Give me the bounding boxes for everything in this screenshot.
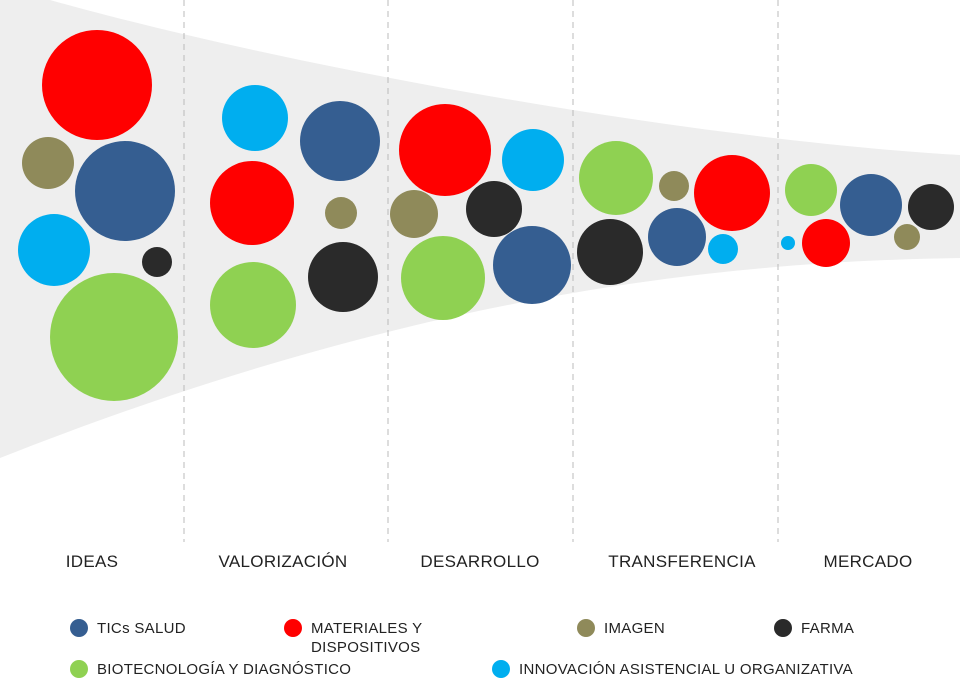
tics-salud-circle — [493, 226, 571, 304]
stage-dividers — [183, 0, 779, 542]
imagen-circle — [894, 224, 920, 250]
legend-label: IMAGEN — [604, 620, 665, 637]
legend-item-biotecnologia: BIOTECNOLOGÍA Y DIAGNÓSTICO — [70, 660, 351, 679]
legend-item-materiales: MATERIALES Y DISPOSITIVOS — [284, 619, 444, 657]
stage-label-desarrollo: DESARROLLO — [420, 552, 540, 571]
biotecnologia-circle — [210, 262, 296, 348]
legend-label: BIOTECNOLOGÍA Y DIAGNÓSTICO — [97, 661, 352, 678]
legend-item-tics-salud: TICs SALUD — [70, 619, 186, 638]
category-circles — [18, 30, 954, 401]
tics-salud-circle — [840, 174, 902, 236]
biotecnologia-circle — [785, 164, 837, 216]
innovacion-circle — [502, 129, 564, 191]
biotecnologia-circle — [401, 236, 485, 320]
innovacion-circle — [18, 214, 90, 286]
materiales-circle — [42, 30, 152, 140]
biotecnologia-circle — [50, 273, 178, 401]
innovacion-swatch — [492, 660, 510, 678]
stage-label-transferencia: TRANSFERENCIA — [608, 552, 756, 571]
innovacion-circle — [708, 234, 738, 264]
stage-label-ideas: IDEAS — [65, 552, 119, 571]
stage-label-mercado: MERCADO — [823, 552, 913, 571]
funnel-diagram — [0, 0, 960, 542]
imagen-circle — [22, 137, 74, 189]
materiales-circle — [802, 219, 850, 267]
legend-item-innovacion: INNOVACIÓN ASISTENCIAL U ORGANIZATIVA — [492, 660, 853, 679]
legend-label: FARMA — [801, 620, 855, 637]
farma-circle — [466, 181, 522, 237]
innovacion-circle — [222, 85, 288, 151]
legend-label: TICs SALUD — [97, 620, 186, 637]
farma-circle — [577, 219, 643, 285]
legend-label: INNOVACIÓN ASISTENCIAL U ORGANIZATIVA — [519, 661, 853, 678]
imagen-circle — [390, 190, 438, 238]
imagen-swatch — [577, 619, 595, 637]
innovacion-circle — [781, 236, 795, 250]
biotecnologia-swatch — [70, 660, 88, 678]
tics-salud-circle — [75, 141, 175, 241]
materiales-circle — [399, 104, 491, 196]
biotecnologia-circle — [579, 141, 653, 215]
legend-label: MATERIALES Y DISPOSITIVOS — [311, 620, 423, 656]
materiales-circle — [210, 161, 294, 245]
farma-circle — [308, 242, 378, 312]
tics-salud-circle — [300, 101, 380, 181]
tics-salud-circle — [648, 208, 706, 266]
farma-circle — [142, 247, 172, 277]
imagen-circle — [325, 197, 357, 229]
materiales-swatch — [284, 619, 302, 637]
farma-swatch — [774, 619, 792, 637]
legend-item-farma: FARMA — [774, 619, 854, 638]
tics-salud-swatch — [70, 619, 88, 637]
materiales-circle — [694, 155, 770, 231]
farma-circle — [908, 184, 954, 230]
imagen-circle — [659, 171, 689, 201]
stage-label-valorizacion: VALORIZACIÓN — [218, 552, 348, 571]
legend-item-imagen: IMAGEN — [577, 619, 665, 638]
